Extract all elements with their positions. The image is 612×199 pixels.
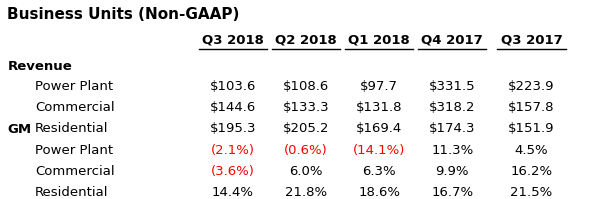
Text: (14.1%): (14.1%) [353, 144, 405, 157]
Text: Residential: Residential [35, 122, 108, 135]
Text: $169.4: $169.4 [356, 122, 402, 135]
Text: $133.3: $133.3 [283, 101, 329, 114]
Text: (2.1%): (2.1%) [211, 144, 255, 157]
Text: $151.9: $151.9 [508, 122, 554, 135]
Text: Business Units (Non-GAAP): Business Units (Non-GAAP) [7, 7, 240, 22]
Text: Commercial: Commercial [35, 101, 114, 114]
Text: 11.3%: 11.3% [431, 144, 473, 157]
Text: 14.4%: 14.4% [212, 186, 254, 199]
Text: Commercial: Commercial [35, 165, 114, 178]
Text: $223.9: $223.9 [508, 80, 554, 94]
Text: $97.7: $97.7 [360, 80, 398, 94]
Text: Power Plant: Power Plant [35, 80, 113, 94]
Text: $174.3: $174.3 [429, 122, 476, 135]
Text: 18.6%: 18.6% [358, 186, 400, 199]
Text: Power Plant: Power Plant [35, 144, 113, 157]
Text: $157.8: $157.8 [508, 101, 554, 114]
Text: 6.0%: 6.0% [289, 165, 323, 178]
Text: GM: GM [7, 123, 32, 136]
Text: $144.6: $144.6 [210, 101, 256, 114]
Text: 9.9%: 9.9% [436, 165, 469, 178]
Text: $131.8: $131.8 [356, 101, 402, 114]
Text: 21.5%: 21.5% [510, 186, 553, 199]
Text: Revenue: Revenue [7, 60, 72, 73]
Text: Residential: Residential [35, 186, 108, 199]
Text: (0.6%): (0.6%) [284, 144, 328, 157]
Text: $205.2: $205.2 [283, 122, 329, 135]
Text: (3.6%): (3.6%) [211, 165, 255, 178]
Text: Q1 2018: Q1 2018 [348, 33, 410, 46]
Text: Q2 2018: Q2 2018 [275, 33, 337, 46]
Text: 21.8%: 21.8% [285, 186, 327, 199]
Text: 4.5%: 4.5% [515, 144, 548, 157]
Text: $195.3: $195.3 [210, 122, 256, 135]
Text: $318.2: $318.2 [429, 101, 476, 114]
Text: $331.5: $331.5 [429, 80, 476, 94]
Text: $103.6: $103.6 [210, 80, 256, 94]
Text: 16.2%: 16.2% [510, 165, 553, 178]
Text: Q4 2017: Q4 2017 [421, 33, 483, 46]
Text: Q3 2018: Q3 2018 [202, 33, 264, 46]
Text: 16.7%: 16.7% [431, 186, 473, 199]
Text: 6.3%: 6.3% [362, 165, 396, 178]
Text: $108.6: $108.6 [283, 80, 329, 94]
Text: Q3 2017: Q3 2017 [501, 33, 562, 46]
